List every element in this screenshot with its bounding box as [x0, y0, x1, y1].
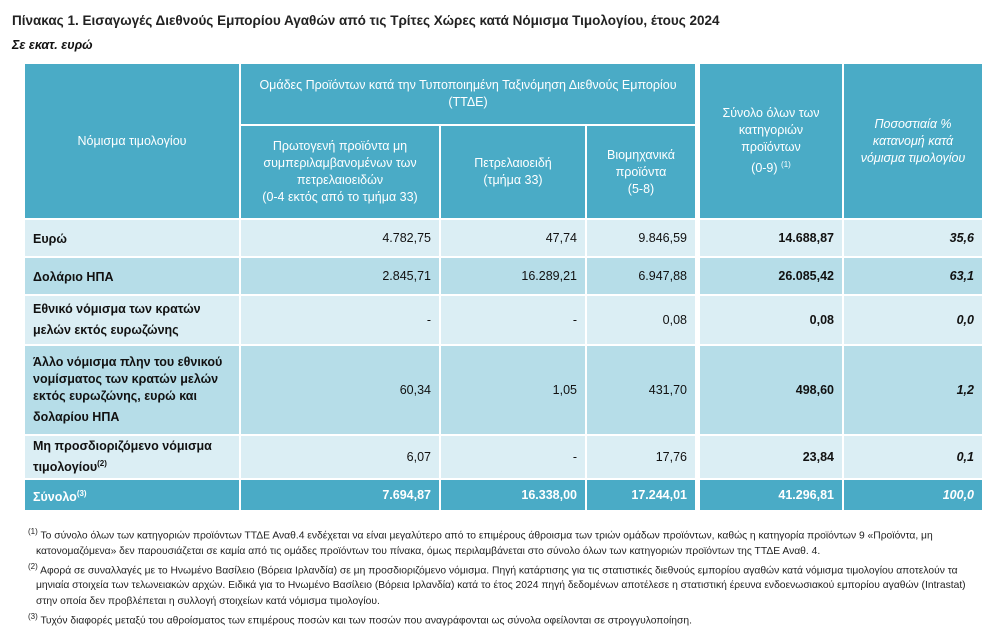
header-product-groups: Ομάδες Προϊόντων κατά την Τυποποιημένη Τ… — [241, 64, 695, 124]
footnote: (1) Το σύνολο όλων των κατηγοριών προϊόν… — [28, 527, 933, 557]
table-row: Εθνικό νόμισμα των κρατών μελών εκτός ευ… — [25, 296, 982, 344]
table-title: Πίνακας 1. Εισαγωγές Διεθνούς Εμπορίου Α… — [12, 13, 720, 28]
header-petroleum: Πετρελαιοειδή (τμήμα 33) — [441, 126, 585, 218]
cell-primary: 60,34 — [241, 346, 439, 434]
cell-industrial: 6.947,88 — [587, 258, 695, 294]
cell-share: 35,6 — [844, 220, 982, 256]
cell-industrial: 17,76 — [587, 436, 695, 479]
unit-label: Σε εκατ. ευρώ — [12, 38, 93, 52]
cell-total: 0,08 — [700, 296, 842, 344]
cell-primary: 6,07 — [241, 436, 439, 479]
table-row: Σύνολο(3) 7.694,87 16.338,00 17.244,01 41.29… — [25, 480, 982, 511]
table-row: Δολάριο ΗΠΑ 2.845,71 16.289,21 6.947,88 26.0… — [25, 258, 982, 294]
footnote: (3) Τυχόν διαφορές μεταξύ του αθροίσματο… — [28, 611, 692, 627]
cell-total: 14.688,87 — [700, 220, 842, 256]
cell-petroleum: 47,74 — [441, 220, 585, 256]
cell-petroleum: - — [441, 296, 585, 344]
imports-table: Νόμισμα τιμολογίου Ομάδες Προϊόντων κατά… — [23, 62, 984, 512]
cell-share: 0,1 — [844, 436, 982, 479]
table-row: Άλλο νόμισμα πλην του εθνικού νομίσματος… — [25, 346, 982, 434]
footnotes: (1) Το σύνολο όλων των κατηγοριών προϊόν… — [28, 524, 978, 628]
header-share: Ποσοστιαία % κατανομή κατά νόμισμα τιμολογ… — [844, 64, 982, 218]
cell-primary: 4.782,75 — [241, 220, 439, 256]
cell-primary: - — [241, 296, 439, 344]
cell-industrial: 0,08 — [587, 296, 695, 344]
header-primary: Πρωτογενή προϊόντα μη συμπεριλαμβανομένων… — [241, 126, 439, 218]
cell-primary: 7.694,87 — [241, 480, 439, 511]
row-label: Σύνολο(3) — [25, 480, 239, 511]
cell-primary: 2.845,71 — [241, 258, 439, 294]
row-label: Εθνικό νόμισμα των κρατών μελών εκτός ευ… — [25, 296, 239, 344]
cell-industrial: 9.846,59 — [587, 220, 695, 256]
table-row: Ευρώ 4.782,75 47,74 9.846,59 14.688,87 35,6 — [25, 220, 982, 256]
cell-petroleum: 16.289,21 — [441, 258, 585, 294]
cell-share: 63,1 — [844, 258, 982, 294]
cell-industrial: 431,70 — [587, 346, 695, 434]
header-currency: Νόμισμα τιμολογίου — [25, 64, 239, 218]
cell-industrial: 17.244,01 — [587, 480, 695, 511]
footnote: (2) Αφορά σε συναλλαγές με το Ηνωμένο Βα… — [28, 561, 966, 607]
header-industrial: Βιομηχανικά προϊόντα (5-8) — [587, 126, 695, 218]
cell-total: 23,84 — [700, 436, 842, 479]
row-label: Δολάριο ΗΠΑ — [25, 258, 239, 294]
cell-petroleum: - — [441, 436, 585, 479]
cell-share: 1,2 — [844, 346, 982, 434]
cell-petroleum: 16.338,00 — [441, 480, 585, 511]
header-total: Σύνολο όλων των κατηγοριών προϊόντων (0-9) … — [700, 64, 842, 218]
row-label: Άλλο νόμισμα πλην του εθνικού νομίσματος… — [25, 346, 239, 434]
cell-total: 41.296,81 — [700, 480, 842, 511]
cell-total: 26.085,42 — [700, 258, 842, 294]
row-label: Μη προσδιοριζόμενο νόμισμα τιμολογίου(2) — [25, 436, 239, 479]
cell-petroleum: 1,05 — [441, 346, 585, 434]
cell-share: 100,0 — [844, 480, 982, 511]
table-row: Μη προσδιοριζόμενο νόμισμα τιμολογίου(2)… — [25, 436, 982, 479]
cell-share: 0,0 — [844, 296, 982, 344]
cell-total: 498,60 — [700, 346, 842, 434]
row-label: Ευρώ — [25, 220, 239, 256]
